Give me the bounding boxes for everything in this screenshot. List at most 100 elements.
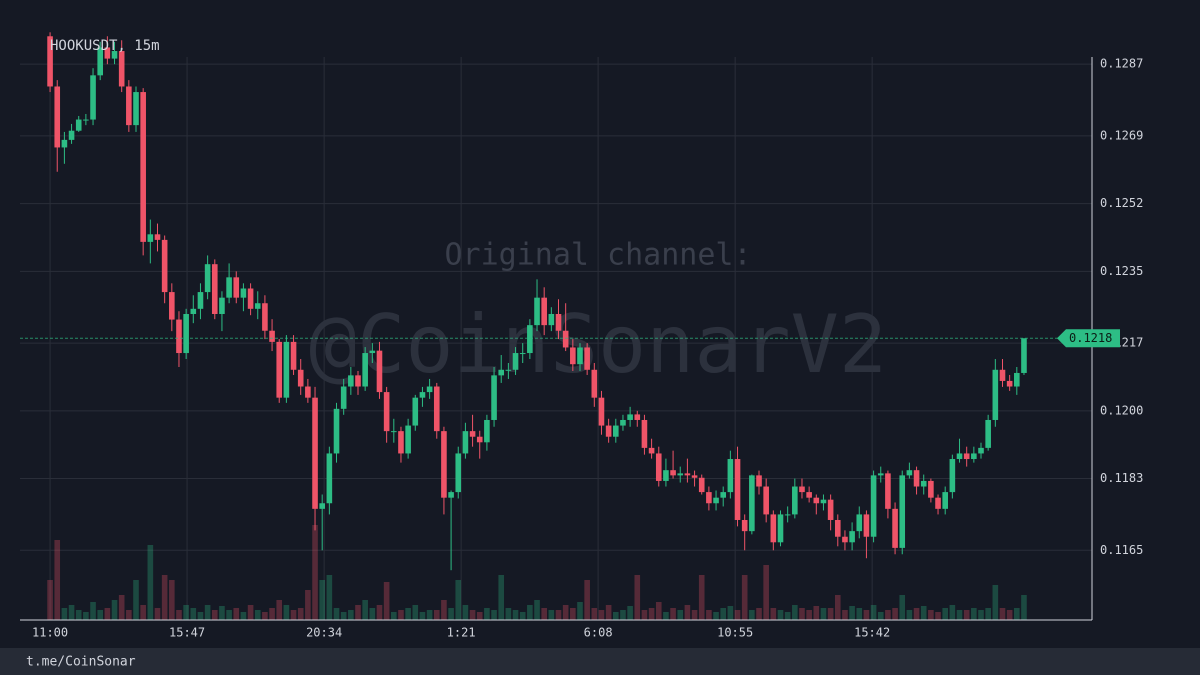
volume-bar bbox=[433, 610, 440, 620]
candle-body bbox=[104, 47, 111, 59]
volume-bar bbox=[634, 575, 641, 620]
volume-bar bbox=[498, 575, 505, 620]
candle-body bbox=[906, 470, 913, 476]
candle-body bbox=[641, 419, 648, 448]
volume-bar bbox=[813, 606, 820, 620]
candle-body bbox=[877, 473, 884, 476]
volume-bar bbox=[799, 608, 805, 620]
candle-body bbox=[61, 139, 68, 148]
volume-bar bbox=[691, 610, 698, 620]
candle-body bbox=[799, 486, 805, 493]
candle-body bbox=[190, 308, 197, 314]
volume-bar bbox=[777, 610, 784, 620]
volume-bar bbox=[842, 610, 848, 620]
candle-body bbox=[935, 497, 941, 509]
candle-body bbox=[920, 480, 927, 487]
volume-bar bbox=[147, 545, 154, 620]
volume-bar bbox=[534, 600, 540, 620]
volume-bar bbox=[484, 608, 490, 620]
last-price-tag bbox=[1057, 329, 1120, 348]
volume-bar bbox=[262, 612, 268, 620]
candle-body bbox=[806, 492, 812, 498]
candle-body bbox=[469, 431, 476, 437]
candle-body bbox=[68, 130, 75, 140]
candle-body bbox=[433, 386, 440, 432]
volume-bar bbox=[226, 610, 232, 620]
volume-bar bbox=[849, 606, 855, 620]
volume-bar bbox=[584, 580, 590, 620]
candle-body bbox=[648, 447, 655, 454]
candle-body bbox=[527, 325, 533, 354]
candle-body bbox=[555, 313, 562, 331]
volume-bar bbox=[870, 605, 877, 620]
candle-body bbox=[348, 375, 354, 387]
candle-body bbox=[1006, 380, 1013, 387]
volume-bar bbox=[276, 600, 283, 620]
volume-bar bbox=[899, 595, 906, 620]
volume-bar bbox=[648, 608, 655, 620]
candle-body bbox=[462, 431, 469, 454]
candle-body bbox=[147, 234, 154, 242]
volume-bar bbox=[183, 605, 189, 620]
candle-body bbox=[398, 431, 404, 454]
footer-bar bbox=[0, 648, 1200, 675]
candle-body bbox=[949, 459, 956, 493]
candle-body bbox=[792, 486, 798, 515]
candle-body bbox=[262, 303, 268, 331]
volume-bar bbox=[999, 608, 1006, 620]
candle-body bbox=[505, 369, 512, 371]
candle-body bbox=[691, 475, 698, 478]
candle-body bbox=[706, 492, 712, 504]
volume-bar bbox=[319, 580, 325, 620]
candle-body bbox=[856, 514, 863, 532]
candle-body bbox=[140, 92, 146, 242]
candle-body bbox=[591, 369, 598, 398]
candle-body bbox=[219, 297, 225, 314]
volume-bar bbox=[54, 540, 61, 620]
volume-bar bbox=[219, 606, 225, 620]
candle-body bbox=[283, 341, 290, 398]
volume-bar bbox=[190, 608, 197, 620]
volume-bar bbox=[892, 608, 898, 620]
volume-bar bbox=[555, 610, 562, 620]
x-tick-label: 15:47 bbox=[169, 626, 205, 640]
candle-body bbox=[1021, 338, 1027, 373]
candle-body bbox=[211, 264, 218, 314]
candle-body bbox=[405, 425, 411, 454]
volume-bar bbox=[412, 605, 419, 620]
candle-body bbox=[169, 292, 175, 320]
volume-bar bbox=[133, 580, 139, 620]
candle-body bbox=[176, 319, 182, 354]
candle-body bbox=[269, 330, 275, 342]
volume-bar bbox=[47, 580, 53, 620]
candle-body bbox=[842, 536, 848, 543]
volume-bar bbox=[885, 610, 891, 620]
volume-bar bbox=[204, 605, 211, 620]
candle-body bbox=[369, 350, 376, 354]
candle-body bbox=[963, 453, 970, 460]
volume-bar bbox=[75, 610, 82, 620]
candle-body bbox=[634, 414, 641, 420]
candle-body bbox=[720, 492, 727, 498]
candle-body bbox=[254, 303, 261, 309]
candle-body bbox=[598, 397, 605, 426]
volume-bar bbox=[856, 608, 863, 620]
volume-bar bbox=[978, 610, 984, 620]
volume-bar bbox=[706, 610, 712, 620]
volume-bar bbox=[348, 610, 354, 620]
volume-bar bbox=[419, 612, 426, 620]
candle-body bbox=[312, 397, 318, 509]
volume-bar bbox=[598, 610, 605, 620]
volume-bar bbox=[197, 612, 204, 620]
candle-body bbox=[713, 497, 719, 504]
candles bbox=[47, 32, 1027, 620]
candle-body bbox=[541, 297, 547, 326]
candle-body bbox=[698, 477, 705, 493]
candle-body bbox=[441, 431, 447, 498]
volume-bar bbox=[104, 608, 111, 620]
volume-bar bbox=[161, 575, 168, 620]
candle-body bbox=[340, 386, 347, 409]
volume-bar bbox=[1021, 595, 1027, 620]
candle-body bbox=[290, 341, 297, 370]
